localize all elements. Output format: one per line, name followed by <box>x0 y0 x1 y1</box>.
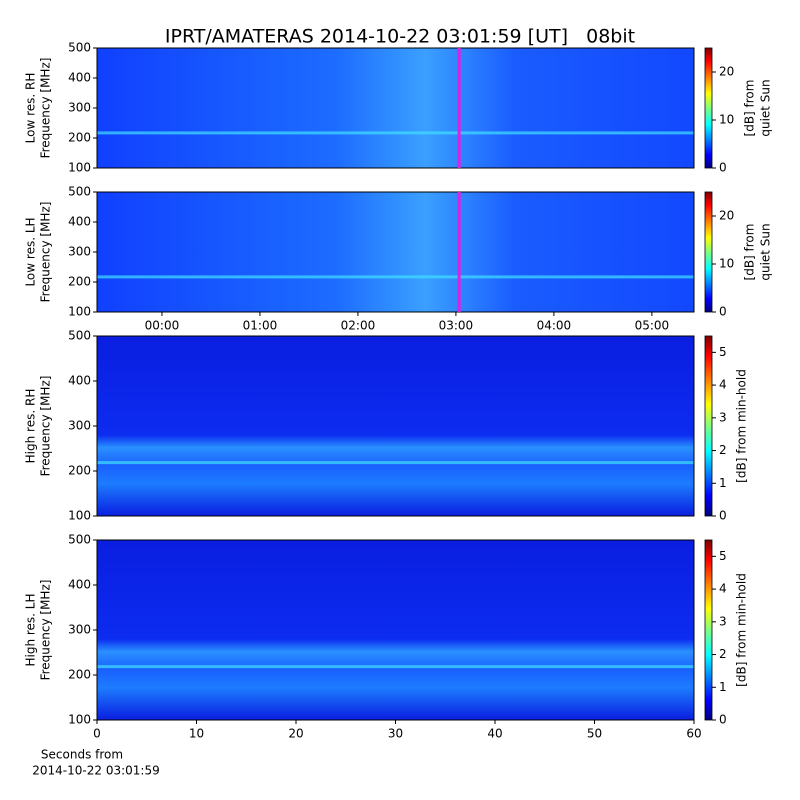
colorbar-tick-label: 1 <box>719 680 727 694</box>
x-tick-label: 04:00 <box>537 319 572 333</box>
y-axis-label: Frequency [MHz] <box>39 202 53 303</box>
spectrogram <box>97 192 694 312</box>
x-tick-label: 0 <box>93 727 101 741</box>
colorbar-tick-label: 4 <box>719 582 727 596</box>
y-tick-label: 500 <box>68 329 91 343</box>
y-tick-label: 300 <box>68 623 91 637</box>
y-tick-label: 100 <box>68 509 91 523</box>
x-tick-label: 20 <box>288 727 303 741</box>
y-tick-label: 300 <box>68 101 91 115</box>
y-axis-label: Low res. RH <box>24 73 38 144</box>
x-tick-label: 02:00 <box>341 319 376 333</box>
colorbar-tick-label: 0 <box>719 161 727 175</box>
y-tick-label: 500 <box>68 185 91 199</box>
y-tick-label: 300 <box>68 245 91 259</box>
y-tick-label: 200 <box>68 464 91 478</box>
x-tick-label: 40 <box>487 727 502 741</box>
colorbar <box>704 191 713 313</box>
colorbar-tick-label: 3 <box>719 410 727 424</box>
colorbar-label: [dB] from <box>743 80 757 137</box>
colorbar-tick-label: 4 <box>719 378 727 392</box>
colorbar-tick-label: 0 <box>719 305 727 319</box>
colorbar-tick-label: 0 <box>719 713 727 727</box>
x-axis-label: Seconds from <box>41 748 123 762</box>
colorbar-label: quiet Sun <box>759 79 773 136</box>
y-tick-label: 400 <box>68 215 91 229</box>
colorbar-tick-label: 2 <box>719 647 727 661</box>
y-tick-label: 100 <box>68 713 91 727</box>
emission-band <box>97 131 694 135</box>
y-tick-label: 200 <box>68 668 91 682</box>
colorbar <box>704 47 713 169</box>
x-axis-label: 2014-10-22 03:01:59 <box>32 764 159 778</box>
y-tick-label: 100 <box>68 305 91 319</box>
colorbar-tick-label: 2 <box>719 443 727 457</box>
y-tick-label: 200 <box>68 275 91 289</box>
y-tick-label: 500 <box>68 533 91 547</box>
colorbar-tick-label: 5 <box>719 549 727 563</box>
y-axis-label: Low res. LH <box>24 217 38 286</box>
y-axis-label: Frequency [MHz] <box>39 58 53 159</box>
y-axis-label: Frequency [MHz] <box>39 376 53 477</box>
x-tick-label: 05:00 <box>635 319 670 333</box>
y-tick-label: 400 <box>68 374 91 388</box>
colorbar-label: [dB] from min-hold <box>735 573 749 687</box>
y-axis-label: High res. LH <box>24 593 38 666</box>
spectrogram <box>97 48 694 168</box>
emission-band <box>97 275 694 279</box>
x-tick-label: 03:00 <box>439 319 474 333</box>
y-tick-label: 500 <box>68 41 91 55</box>
colorbar-tick-label: 5 <box>719 345 727 359</box>
colorbar-tick-label: 0 <box>719 509 727 523</box>
spectrogram <box>97 540 694 720</box>
colorbar-tick-label: 20 <box>719 209 734 223</box>
y-axis-label: High res. RH <box>24 389 38 464</box>
colorbar-label: [dB] from <box>743 224 757 281</box>
colorbar-tick-label: 1 <box>719 476 727 490</box>
y-tick-label: 400 <box>68 71 91 85</box>
figure-title: IPRT/AMATERAS 2014-10-22 03:01:59 [UT] 0… <box>165 26 635 48</box>
colorbar-tick-label: 3 <box>719 614 727 628</box>
y-tick-label: 400 <box>68 578 91 592</box>
spectrogram <box>97 336 694 516</box>
x-tick-label: 60 <box>686 727 701 741</box>
colorbar-tick-label: 10 <box>719 113 734 127</box>
y-axis-label: Frequency [MHz] <box>39 580 53 681</box>
x-tick-label: 01:00 <box>243 319 278 333</box>
colorbar-label: quiet Sun <box>759 223 773 280</box>
x-tick-label: 10 <box>189 727 204 741</box>
emission-band <box>97 461 694 465</box>
y-tick-label: 200 <box>68 131 91 145</box>
colorbar-tick-label: 20 <box>719 65 734 79</box>
colorbar-tick-label: 10 <box>719 257 734 271</box>
y-tick-label: 100 <box>68 161 91 175</box>
colorbar-label: [dB] from min-hold <box>735 369 749 483</box>
x-tick-label: 00:00 <box>145 319 180 333</box>
colorbar <box>704 335 713 517</box>
x-tick-label: 30 <box>388 727 403 741</box>
y-tick-label: 300 <box>68 419 91 433</box>
colorbar <box>704 539 713 721</box>
emission-band <box>97 665 694 669</box>
x-tick-label: 50 <box>587 727 602 741</box>
